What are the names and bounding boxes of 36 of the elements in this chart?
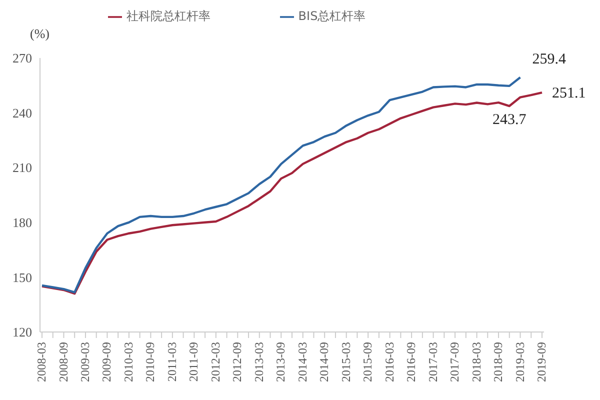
x-tick-label: 2011-03: [164, 342, 179, 382]
x-tick-label: 2011-09: [186, 342, 201, 382]
x-tick-label: 2017-09: [448, 342, 462, 382]
x-tick-label: 2019-09: [534, 342, 549, 382]
x-tick-label: 2016-09: [404, 342, 418, 382]
x-tick-label: 2015-09: [360, 342, 375, 382]
x-tick-label: 2013-09: [274, 342, 288, 382]
x-tick-label: 2018-09: [491, 342, 506, 382]
y-tick-label: 180: [12, 215, 32, 230]
x-tick-label: 2014-03: [295, 342, 310, 382]
y-tick-label: 150: [12, 270, 32, 285]
y-tick-label: 270: [12, 50, 32, 66]
x-tick-label: 2008-09: [56, 342, 70, 382]
x-tick-label: 2012-03: [208, 342, 222, 382]
x-tick-label: 2009-09: [100, 342, 114, 382]
x-tick-label: 2017-03: [426, 342, 440, 382]
x-tick-label: 2010-03: [121, 342, 136, 382]
data-label: 251.1: [552, 86, 586, 102]
y-tick-label: 120: [12, 324, 32, 340]
y-axis-title: (%): [30, 26, 50, 42]
x-tick-label: 2019-03: [512, 342, 527, 382]
data-label: 243.7: [492, 112, 527, 128]
x-tick-label: 2016-03: [382, 342, 396, 382]
x-tick-label: 2015-03: [338, 342, 353, 382]
x-tick-label: 2009-03: [78, 342, 92, 382]
x-tick-label: 2008-03: [34, 342, 49, 382]
x-tick-label: 2014-09: [317, 342, 332, 382]
y-tick-label: 240: [12, 105, 32, 120]
x-tick-label: 2010-09: [143, 342, 158, 382]
x-tick-label: 2018-03: [469, 342, 484, 382]
y-tick-label: 210: [12, 160, 32, 176]
data-label: 259.4: [532, 51, 567, 68]
legend-label: 社科院总杠杆率: [126, 9, 210, 23]
legend-label: BIS总杠杆率: [298, 9, 366, 23]
x-tick-label: 2013-03: [252, 342, 266, 382]
x-tick-label: 2012-09: [230, 342, 244, 382]
